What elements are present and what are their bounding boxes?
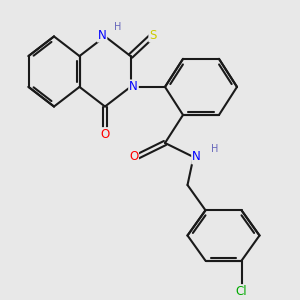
Text: Cl: Cl bbox=[236, 285, 247, 298]
Text: N: N bbox=[98, 28, 106, 41]
Text: S: S bbox=[149, 28, 157, 41]
Text: O: O bbox=[129, 151, 138, 164]
Text: N: N bbox=[192, 151, 201, 164]
Text: N: N bbox=[129, 80, 138, 93]
Text: O: O bbox=[100, 128, 109, 141]
Text: H: H bbox=[114, 22, 121, 32]
Text: H: H bbox=[212, 144, 219, 154]
